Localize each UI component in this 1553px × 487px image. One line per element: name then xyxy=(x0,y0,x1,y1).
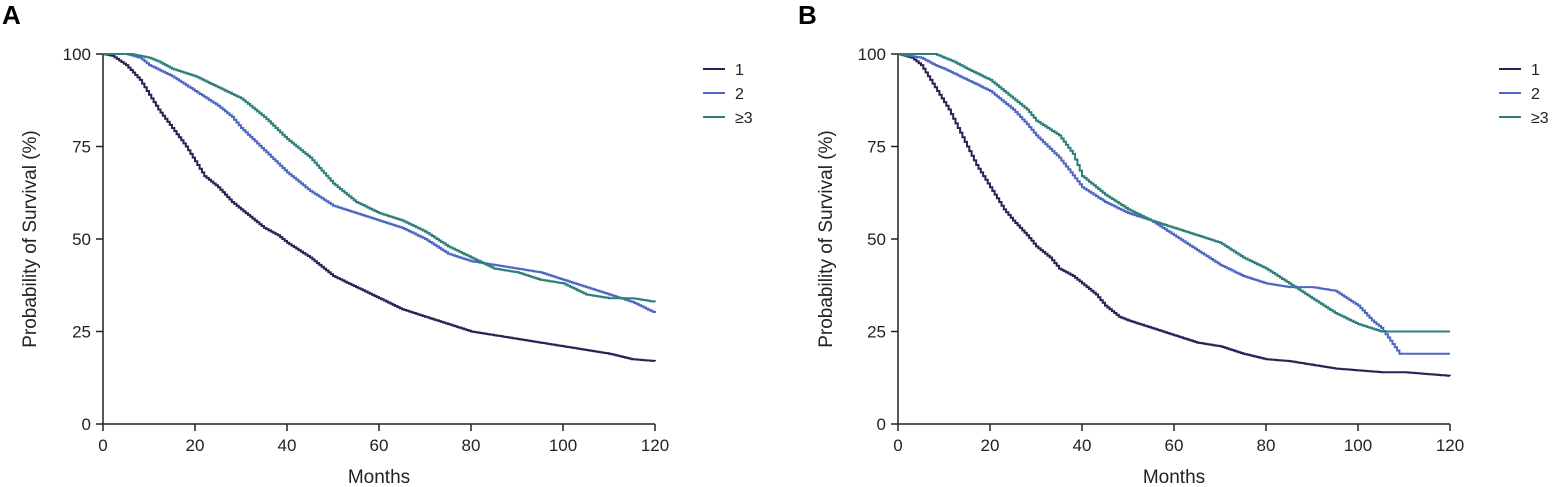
y-tick-label: 75 xyxy=(867,138,886,157)
chart-panel-b: 0 25 50 75 100 0 20 40 60 80 100 120 Months Probabili… xyxy=(816,45,1549,487)
x-tick-label: 80 xyxy=(462,436,481,455)
y-tick-label: 100 xyxy=(63,45,91,64)
series-line-b-1 xyxy=(898,53,1451,377)
legend-label: 1 xyxy=(1531,62,1540,79)
x-tick-label: 0 xyxy=(893,436,902,455)
y-tick-label: 75 xyxy=(72,138,91,157)
x-tick-label: 40 xyxy=(278,436,297,455)
y-tick-label: 0 xyxy=(877,415,886,434)
series-line-b-2 xyxy=(898,53,1450,355)
x-tick-label: 40 xyxy=(1073,436,1092,455)
x-axis-title: Months xyxy=(1143,467,1205,487)
x-tick-label: 80 xyxy=(1257,436,1276,455)
x-tick-label: 0 xyxy=(98,436,107,455)
y-tick-label: 25 xyxy=(72,323,91,342)
x-axis-title: Months xyxy=(348,467,410,487)
y-axis-title: Probability of Survival (%) xyxy=(816,130,837,348)
x-tick-label: 100 xyxy=(1344,436,1372,455)
y-tick-label: 25 xyxy=(867,323,886,342)
series-line-a-1 xyxy=(103,53,656,362)
legend-label: 2 xyxy=(1531,86,1540,103)
series-line-a-3 xyxy=(103,53,656,303)
panel-label-b: B xyxy=(798,0,817,30)
x-tick-label: 120 xyxy=(1436,436,1464,455)
legend-label: ≥3 xyxy=(735,110,753,127)
series-line-a-2 xyxy=(103,53,656,313)
x-tick-label: 120 xyxy=(641,436,669,455)
x-tick-label: 100 xyxy=(549,436,577,455)
y-tick-label: 50 xyxy=(72,230,91,249)
chart-panel-a: 0 25 50 75 100 0 20 40 60 80 100 120 Months Probabili… xyxy=(20,45,753,487)
y-tick-label: 100 xyxy=(858,45,886,64)
legend-label: ≥3 xyxy=(1531,110,1549,127)
x-tick-label: 60 xyxy=(1165,436,1184,455)
y-tick-label: 50 xyxy=(867,230,886,249)
x-tick-label: 20 xyxy=(186,436,205,455)
y-axis-title: Probability of Survival (%) xyxy=(20,130,41,348)
legend-label: 2 xyxy=(735,86,744,103)
panel-label-a: A xyxy=(2,0,21,30)
y-tick-label: 0 xyxy=(82,415,91,434)
series-line-b-3 xyxy=(898,53,1450,333)
x-tick-label: 20 xyxy=(981,436,1000,455)
x-tick-label: 60 xyxy=(370,436,389,455)
legend-label: 1 xyxy=(735,62,744,79)
